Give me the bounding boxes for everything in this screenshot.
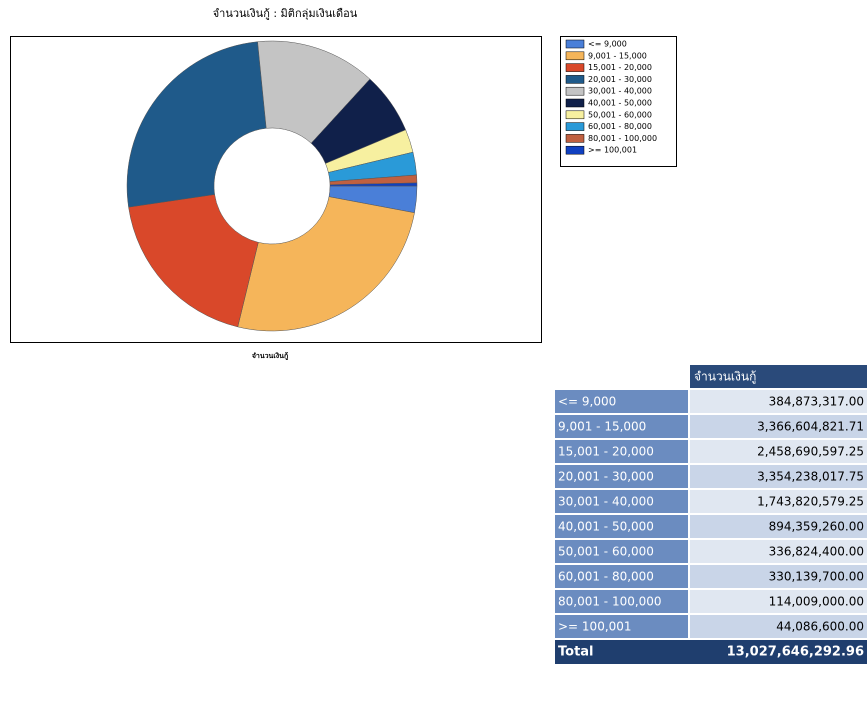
- row-value: 3,366,604,821.71: [757, 420, 864, 434]
- legend-swatch: [565, 86, 585, 96]
- donut: [126, 40, 418, 332]
- row-label-bg: [555, 615, 688, 638]
- row-value: 894,359,260.00: [769, 520, 864, 534]
- legend-label: 9,001 - 15,000: [588, 51, 647, 60]
- row-value-bg: [690, 490, 867, 513]
- row-value: 2,458,690,597.25: [757, 445, 864, 459]
- row-label: 80,001 - 100,000: [558, 595, 662, 609]
- row-label-bg: [555, 515, 688, 538]
- row-value-bg: [690, 465, 867, 488]
- legend-label: 50,001 - 60,000: [588, 110, 652, 119]
- legend-items: <= 9,000 9,001 - 15,000 15,001 - 20,000 20,…: [565, 39, 657, 155]
- row-label: 15,001 - 20,000: [558, 445, 654, 459]
- row-label-bg: [555, 465, 688, 488]
- row-value-bg: [690, 515, 867, 538]
- row-label-bg: [555, 490, 688, 513]
- legend-swatch: [565, 51, 585, 61]
- row-value: 384,873,317.00: [769, 395, 864, 409]
- row-value: 330,139,700.00: [769, 570, 864, 584]
- row-label-bg: [555, 390, 688, 413]
- row-label-bg: [555, 415, 688, 438]
- legend-label: >= 100,001: [588, 146, 637, 155]
- row-label: 40,001 - 50,000: [558, 520, 654, 534]
- legend-swatch: [565, 63, 585, 72]
- table: <= 9,000 384,873,317.00 9,001 - 15,000 3,36…: [555, 390, 867, 664]
- legend-label: 60,001 - 80,000: [588, 122, 652, 131]
- legend-label: 15,001 - 20,000: [588, 63, 652, 72]
- table-header: จำนวนเงินกู้: [694, 370, 756, 385]
- row-value: 114,009,000.00: [769, 595, 864, 609]
- slice: [329, 182, 418, 187]
- legend-label: 20,001 - 30,000: [588, 75, 652, 84]
- legend-label: 40,001 - 50,000: [588, 99, 652, 108]
- total-bg: [555, 640, 867, 664]
- row-label-bg: [555, 565, 688, 588]
- row-value: 44,086,600.00: [776, 620, 864, 634]
- legend-swatch: [565, 98, 585, 108]
- row-label-bg: [555, 540, 688, 563]
- row-value-bg: [690, 390, 867, 413]
- row-label: 9,001 - 15,000: [558, 420, 646, 434]
- slice: [237, 196, 415, 332]
- row-label: 50,001 - 60,000: [558, 545, 654, 559]
- legend-swatch: [565, 134, 585, 143]
- row-label-bg: [555, 590, 688, 613]
- row-label-bg: [555, 440, 688, 463]
- total-value: 13,027,646,292.96: [727, 645, 864, 660]
- x-axis-label: จำนวนเงินกู้: [252, 351, 288, 361]
- row-label: 60,001 - 80,000: [558, 570, 654, 584]
- row-label: <= 9,000: [558, 395, 616, 409]
- row-value-bg: [690, 440, 867, 463]
- legend-swatch: [565, 39, 585, 49]
- legend-swatch: [565, 122, 585, 131]
- slice: [128, 194, 259, 328]
- legend-swatch: [565, 145, 585, 155]
- legend-swatch: [565, 110, 585, 120]
- legend-label: 30,001 - 40,000: [588, 87, 652, 96]
- row-value-bg: [690, 415, 867, 438]
- row-value: 3,354,238,017.75: [757, 470, 864, 484]
- row-label: 20,001 - 30,000: [558, 470, 654, 484]
- legend-swatch: [565, 75, 585, 84]
- legend-label: <= 9,000: [588, 40, 627, 49]
- row-value-bg: [690, 590, 867, 613]
- row-value-bg: [690, 565, 867, 588]
- row-value: 336,824,400.00: [769, 545, 864, 559]
- row-value: 1,743,820,579.25: [757, 495, 864, 509]
- total-label: Total: [558, 645, 594, 660]
- row-value-bg: [690, 540, 867, 563]
- chart-title: จำนวนเงินกู้ : มิติกลุ่มเงินเดือน: [213, 7, 358, 20]
- slice: [126, 41, 267, 208]
- legend-label: 80,001 - 100,000: [588, 134, 657, 143]
- row-label: 30,001 - 40,000: [558, 495, 654, 509]
- row-value-bg: [690, 615, 867, 638]
- row-label: >= 100,001: [558, 620, 632, 634]
- table-header-bg: [690, 365, 867, 388]
